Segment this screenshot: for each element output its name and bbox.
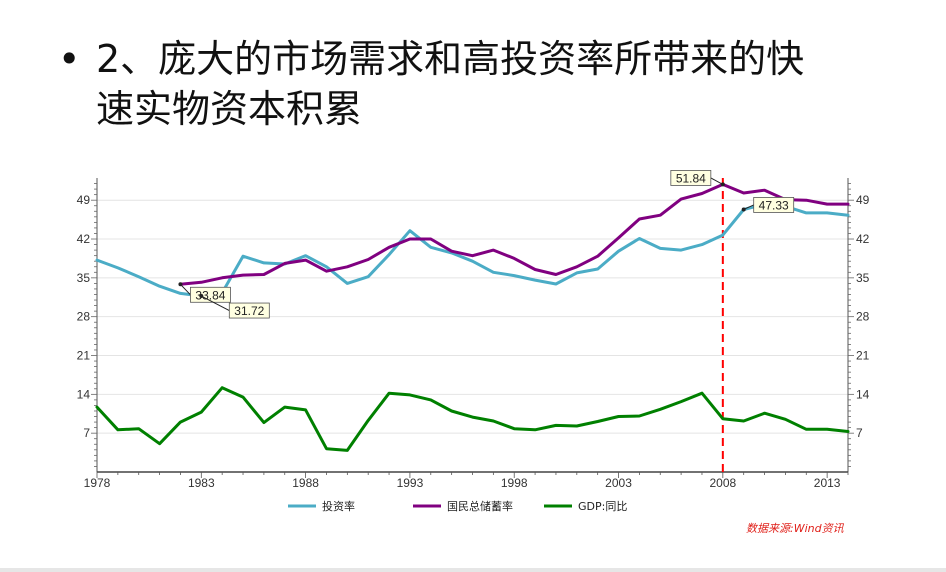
y-tick-label-right: 35 xyxy=(856,271,870,285)
y-tick-label-left: 14 xyxy=(77,387,91,401)
gdp-growth-line xyxy=(95,386,850,452)
annotation-label: 51.84 xyxy=(676,171,706,185)
annotation-box xyxy=(753,197,795,213)
x-tick-label: 2008 xyxy=(709,476,736,490)
y-tick-label-right: 21 xyxy=(856,349,870,363)
legend-label: 投资率 xyxy=(322,499,355,513)
annotation-label: 33.84 xyxy=(195,288,225,302)
bullet-point: • xyxy=(58,37,81,81)
y-tick-label-left: 42 xyxy=(77,232,91,246)
title-line-2: 速实物资本积累 xyxy=(96,87,363,131)
investment-rate-line xyxy=(95,202,850,298)
annotation-label: 47.33 xyxy=(759,198,789,212)
source-note: 数据来源:Wind资讯 xyxy=(746,522,844,535)
slide-bottom-rule xyxy=(0,568,946,572)
annotation-pointer xyxy=(180,283,191,296)
national-savings-rate-line xyxy=(178,182,850,286)
legend-label: 国民总储蓄率 xyxy=(447,499,513,513)
x-tick-label: 1993 xyxy=(397,476,424,490)
y-tick-label-right: 49 xyxy=(856,193,870,207)
y-tick-label-right: 7 xyxy=(856,426,863,440)
annotation-pointer xyxy=(201,295,230,311)
y-tick-label-left: 21 xyxy=(77,349,91,363)
y-tick-label-left: 49 xyxy=(77,193,91,207)
slide-title: • 2、庞大的市场需求和高投资率所带来的快 速实物资本积累 xyxy=(58,34,918,134)
x-tick-label: 1983 xyxy=(188,476,215,490)
x-tick-label: 1998 xyxy=(501,476,528,490)
annotation-anchor-dot xyxy=(199,294,204,299)
y-tick-label-right: 28 xyxy=(856,310,870,324)
y-tick-label-left: 7 xyxy=(83,426,90,440)
y-tick-label-left: 35 xyxy=(77,271,91,285)
annotation-anchor-dot xyxy=(178,282,183,287)
annotation-box xyxy=(670,170,712,186)
annotation-pointer xyxy=(710,177,724,185)
legend-label: GDP:同比 xyxy=(578,500,627,513)
x-tick-label: 2013 xyxy=(814,476,841,490)
title-line-1: 2、庞大的市场需求和高投资率所带来的快 xyxy=(96,37,805,81)
annotation-box xyxy=(190,286,231,303)
x-tick-label: 1978 xyxy=(84,476,111,490)
annotation-anchor-dot xyxy=(741,207,746,212)
annotation-anchor-dot xyxy=(720,182,725,187)
y-tick-label-right: 14 xyxy=(856,387,870,401)
y-tick-label-right: 42 xyxy=(856,232,870,246)
x-tick-label: 1988 xyxy=(292,476,319,490)
y-tick-label-left: 28 xyxy=(77,310,91,324)
annotation-box xyxy=(228,302,270,319)
x-tick-label: 2003 xyxy=(605,476,632,490)
annotation-label: 31.72 xyxy=(234,304,264,318)
